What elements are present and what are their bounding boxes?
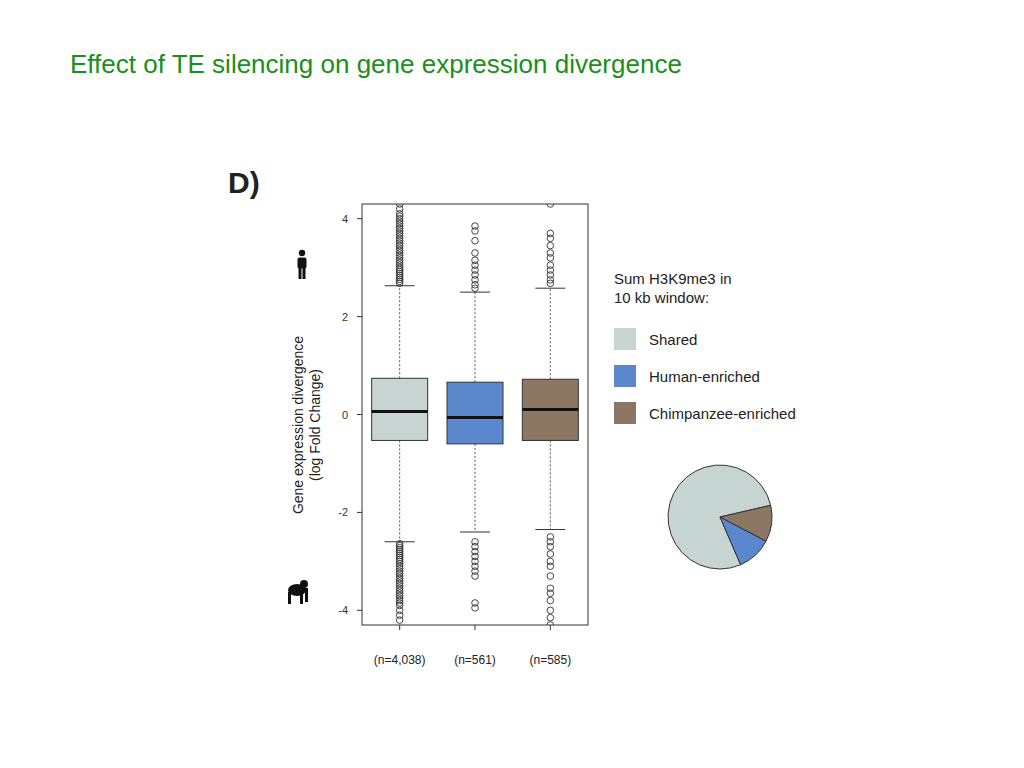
y-tick-label: -2 bbox=[338, 506, 348, 518]
outlier bbox=[547, 280, 554, 287]
whisker bbox=[550, 440, 551, 529]
plot-frame bbox=[362, 204, 588, 625]
y-tick-label: 0 bbox=[342, 409, 348, 421]
legend-label: Chimpanzee-enriched bbox=[649, 405, 796, 422]
outlier bbox=[472, 573, 479, 580]
outlier bbox=[396, 617, 403, 624]
box bbox=[522, 379, 578, 440]
outlier bbox=[547, 597, 554, 604]
legend-swatch bbox=[614, 402, 636, 424]
y-axis-label-line: Gene expression divergence bbox=[290, 336, 306, 514]
legend-title: Sum H3K9me3 in bbox=[614, 270, 732, 287]
outlier bbox=[547, 255, 554, 262]
y-tick bbox=[357, 512, 362, 513]
plot-area bbox=[372, 204, 579, 625]
median bbox=[372, 410, 428, 413]
outlier bbox=[547, 235, 554, 242]
y-tick bbox=[357, 414, 362, 415]
slide: Effect of TE silencing on gene expressio… bbox=[0, 0, 1024, 768]
x-tick-label: (n=4,038) bbox=[374, 653, 426, 667]
whisker bbox=[399, 286, 400, 379]
outlier bbox=[472, 285, 479, 292]
legend-label: Shared bbox=[649, 331, 697, 348]
y-tick bbox=[357, 316, 362, 317]
pie-slice bbox=[720, 505, 772, 541]
y-tick bbox=[357, 610, 362, 611]
box bbox=[447, 382, 503, 444]
outlier bbox=[472, 605, 479, 612]
outlier bbox=[547, 573, 554, 580]
whisker bbox=[399, 440, 400, 541]
outlier bbox=[547, 590, 554, 597]
outlier bbox=[547, 622, 554, 625]
outlier bbox=[472, 250, 479, 257]
whisker bbox=[550, 288, 551, 379]
y-tick-label: 4 bbox=[342, 213, 348, 225]
human-icon bbox=[298, 250, 307, 279]
x-tick bbox=[399, 625, 400, 630]
x-tick bbox=[475, 625, 476, 630]
y-tick-label: -4 bbox=[338, 604, 348, 616]
y-axis-label-line: (log Fold Change) bbox=[307, 369, 323, 481]
whisker bbox=[475, 444, 476, 532]
y-tick-label: 2 bbox=[342, 311, 348, 323]
outlier bbox=[547, 607, 554, 614]
outlier bbox=[472, 228, 479, 235]
outlier bbox=[547, 204, 554, 207]
outlier bbox=[547, 614, 554, 621]
outlier bbox=[547, 543, 554, 550]
outlier bbox=[547, 563, 554, 570]
x-tick-label: (n=561) bbox=[454, 653, 496, 667]
whisker-cap bbox=[460, 531, 490, 532]
x-tick-label: (n=585) bbox=[529, 653, 571, 667]
whisker bbox=[475, 292, 476, 382]
x-tick bbox=[550, 625, 551, 630]
legend-swatch bbox=[614, 365, 636, 387]
median bbox=[447, 416, 503, 419]
y-tick bbox=[357, 218, 362, 219]
whisker-cap bbox=[535, 288, 565, 289]
y-axis-label: Gene expression divergence(log Fold Chan… bbox=[290, 336, 323, 514]
legend-swatch bbox=[614, 328, 636, 350]
legend-label: Human-enriched bbox=[649, 368, 760, 385]
outlier bbox=[547, 551, 554, 558]
whisker-cap bbox=[385, 285, 415, 286]
panel-label: D) bbox=[228, 166, 260, 199]
chimpanzee-icon bbox=[288, 580, 308, 604]
slide-title: Effect of TE silencing on gene expressio… bbox=[70, 49, 682, 79]
outlier bbox=[547, 242, 554, 249]
outlier bbox=[472, 237, 479, 244]
whisker-cap bbox=[535, 529, 565, 530]
legend-title: 10 kb window: bbox=[614, 289, 709, 306]
median bbox=[522, 408, 578, 411]
box bbox=[372, 378, 428, 440]
outlier bbox=[396, 204, 403, 207]
